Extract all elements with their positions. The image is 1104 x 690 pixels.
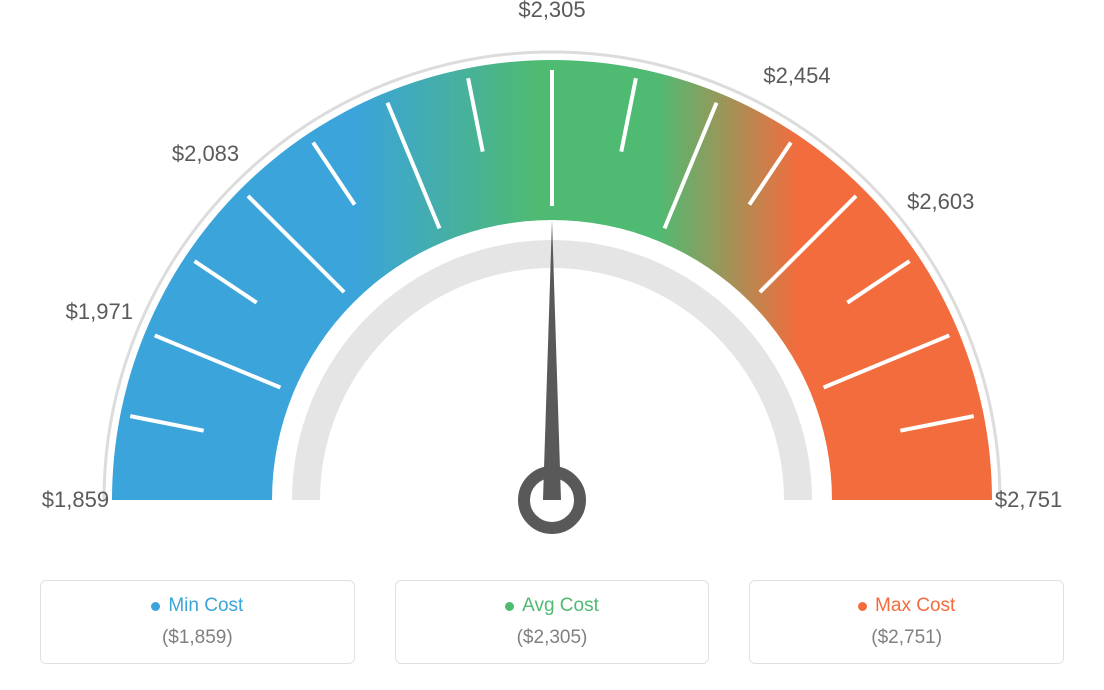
gauge-area: $1,859 $1,971 $2,083 $2,305 $2,454 $2,603 $2,7… xyxy=(0,0,1104,560)
gauge-tick-label: $2,305 xyxy=(518,0,585,23)
legend-dot-icon xyxy=(151,602,160,611)
legend-title-min: Min Cost xyxy=(51,595,344,617)
legend-value-min: ($1,859) xyxy=(51,627,344,649)
legend-title-text: Avg Cost xyxy=(522,595,599,617)
legend-box-max: Max Cost ($2,751) xyxy=(749,580,1064,664)
legend-value-max: ($2,751) xyxy=(760,627,1053,649)
legend-dot-icon xyxy=(858,602,867,611)
legend-title-text: Min Cost xyxy=(168,595,243,617)
legend-box-min: Min Cost ($1,859) xyxy=(40,580,355,664)
legend-title-text: Max Cost xyxy=(875,595,955,617)
legend-dot-icon xyxy=(505,602,514,611)
gauge-tick-label: $2,083 xyxy=(172,141,239,167)
gauge-tick-label: $2,454 xyxy=(763,63,830,89)
legend-title-max: Max Cost xyxy=(760,595,1053,617)
legend-row: Min Cost ($1,859) Avg Cost ($2,305) Max Cost… xyxy=(0,580,1104,664)
gauge-chart-container: $1,859 $1,971 $2,083 $2,305 $2,454 $2,603 $2,7… xyxy=(0,0,1104,690)
gauge-tick-label: $2,603 xyxy=(907,189,974,215)
gauge-tick-label: $1,859 xyxy=(42,487,109,513)
gauge-svg xyxy=(0,0,1104,560)
gauge-tick-label: $2,751 xyxy=(995,487,1062,513)
gauge-tick-label: $1,971 xyxy=(66,299,133,325)
legend-value-avg: ($2,305) xyxy=(406,627,699,649)
legend-box-avg: Avg Cost ($2,305) xyxy=(395,580,710,664)
legend-title-avg: Avg Cost xyxy=(406,595,699,617)
